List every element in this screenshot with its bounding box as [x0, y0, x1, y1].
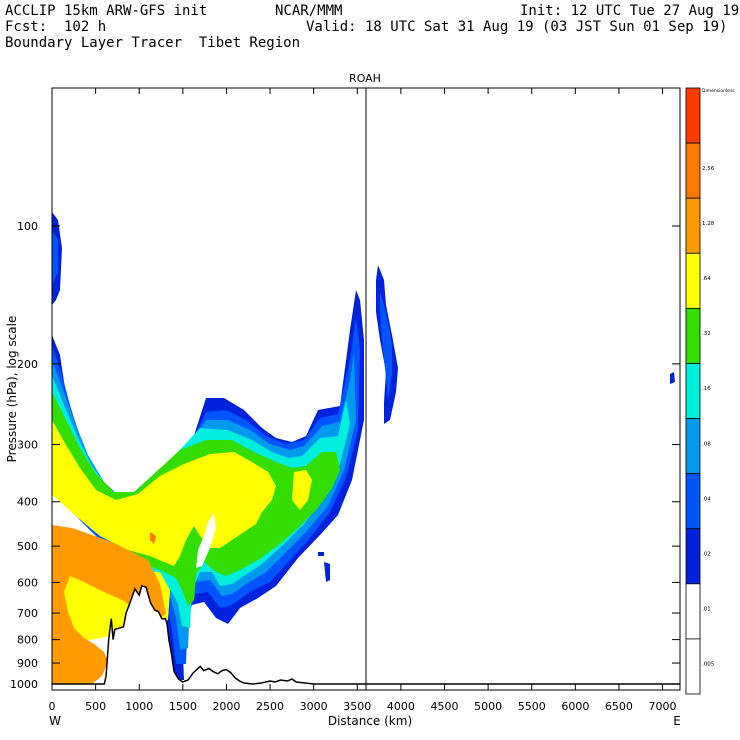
colorbar-swatch	[685, 638, 701, 695]
colorbar-swatch	[685, 473, 701, 530]
colorbar-swatch	[685, 307, 701, 364]
x-tick-label: 1000	[125, 700, 153, 713]
x-tick-label: 0	[49, 700, 56, 713]
colorbar-label: .16	[702, 386, 711, 392]
x-tick-label: 5000	[474, 700, 502, 713]
colorbar-label: .08	[702, 441, 711, 447]
y-tick-label: 800	[17, 634, 38, 647]
colorbar-swatch	[685, 87, 701, 144]
x-tick-label: 6000	[561, 700, 589, 713]
y-axis: 100 200 300 400 500 600 700 800 900 1000	[10, 220, 680, 691]
colorbar-swatch	[685, 252, 701, 309]
terrain-line	[52, 584, 680, 685]
colorbar-swatch	[685, 197, 701, 254]
x-axis: 0 500 1000 1500 2000 2500 3000 3500 4000 4500 5000…	[49, 88, 677, 713]
colorbar-swatch	[685, 583, 701, 640]
x-tick-label: 5500	[518, 700, 546, 713]
colorbar-label: .02	[702, 552, 711, 558]
y-tick-label: 500	[17, 540, 38, 553]
x-tick-label: 2500	[256, 700, 284, 713]
tracer-contour-0.32-right	[292, 470, 312, 510]
tracer-contour-0.02-upper	[380, 292, 392, 400]
colorbar-swatch	[685, 363, 701, 419]
chart-title: ROAH	[349, 72, 381, 85]
y-tick-label: 900	[17, 657, 38, 670]
x-tick-label: 1500	[169, 700, 197, 713]
tracer-contour-0.01-spot2	[670, 372, 675, 384]
x-tick-label: 3000	[300, 700, 328, 713]
header-line1-mid: NCAR/MMM	[275, 3, 343, 19]
y-axis-label: Pressure (hPa), log scale	[5, 316, 19, 463]
colorbar-swatch	[685, 418, 701, 475]
x-axis-right-end-label: E	[673, 714, 681, 728]
x-axis-left-end-label: W	[49, 714, 61, 728]
y-tick-label: 600	[17, 576, 38, 589]
x-tick-label: 4500	[431, 700, 459, 713]
colorbar-label: Dimensionless	[702, 88, 735, 94]
colorbar-swatch	[685, 142, 701, 199]
x-axis-label: Distance (km)	[328, 714, 412, 728]
tracer-field	[52, 212, 675, 684]
header-line2-left: Fcst: 102 h	[5, 19, 107, 35]
y-tick-label: 300	[17, 439, 38, 452]
x-tick-label: 7000	[649, 700, 677, 713]
tracer-contour-0.32	[52, 420, 276, 566]
x-tick-label: 6500	[605, 700, 633, 713]
colorbar-label: .64	[702, 276, 711, 282]
y-tick-label: 200	[17, 358, 38, 371]
header-line1-left: ACCLIP 15km ARW-GFS init	[5, 3, 208, 19]
header-line1-right: Init: 12 UTC Tue 27 Aug 19	[520, 3, 740, 19]
colorbar: Dimensionless 2.56 1.28 .64 .32 .16 .08 .04 .02.…	[685, 87, 735, 695]
colorbar-swatch	[685, 528, 701, 585]
colorbar-label: .005	[702, 662, 715, 668]
y-tick-label: 700	[17, 607, 38, 620]
header-line2-right: Valid: 18 UTC Sat 31 Aug 19 (03 JST Sun …	[306, 19, 728, 35]
colorbar-label: 2.56	[702, 166, 715, 172]
colorbar-label: .32	[702, 331, 711, 337]
colorbar-label: .04	[702, 496, 711, 502]
y-tick-label: 100	[17, 220, 38, 233]
tracer-gap	[196, 514, 216, 568]
tracer-contour-0.64-red	[150, 532, 156, 544]
plot-frame	[51, 87, 681, 691]
x-tick-label: 2000	[212, 700, 240, 713]
header-line3-left: Boundary Layer Tracer Tibet Region	[5, 35, 301, 51]
colorbar-label: .01	[702, 607, 711, 613]
colorbar-label: 1.28	[702, 221, 715, 227]
x-tick-label: 3500	[343, 700, 371, 713]
terrain-fill	[52, 585, 680, 690]
y-tick-label: 400	[17, 496, 38, 509]
x-tick-label: 4000	[387, 700, 415, 713]
y-tick-label: 1000	[10, 678, 38, 691]
tracer-contour-0.64	[52, 525, 166, 684]
tracer-contour-0.01-spot1	[318, 552, 330, 582]
x-tick-label: 500	[85, 700, 106, 713]
